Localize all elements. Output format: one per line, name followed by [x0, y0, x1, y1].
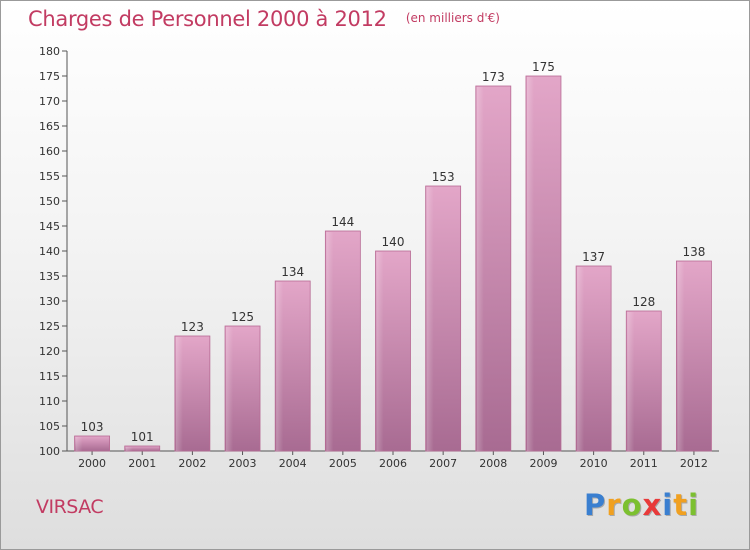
bar-value-label: 173 [482, 70, 505, 84]
bar-highlight [326, 232, 334, 451]
x-tick-label: 2006 [379, 457, 407, 470]
bar-highlight [175, 337, 183, 451]
bar-highlight [276, 282, 284, 451]
chart-unit-label: (en milliers d'€) [405, 11, 500, 25]
x-tick-label: 2005 [329, 457, 357, 470]
logo-letter: o [621, 488, 643, 522]
y-tick-label: 135 [39, 270, 60, 283]
y-tick-label: 100 [39, 445, 60, 458]
bar-value-label: 103 [81, 420, 104, 434]
bar-highlight [476, 87, 484, 451]
bar-highlight [627, 312, 635, 451]
logo-letter: P [584, 488, 607, 522]
y-tick-label: 115 [39, 370, 60, 383]
bar-value-label: 175 [532, 60, 555, 74]
y-tick-label: 150 [39, 195, 60, 208]
x-tick-label: 2007 [429, 457, 457, 470]
y-tick-label: 175 [39, 70, 60, 83]
bar-highlight [75, 437, 83, 451]
y-tick-label: 130 [39, 295, 60, 308]
bar-highlight [526, 77, 534, 451]
bar-value-label: 101 [131, 430, 154, 444]
logo-letter: t [673, 488, 689, 522]
logo-letter: r [606, 488, 622, 522]
bar-value-label: 128 [632, 295, 655, 309]
y-tick-label: 145 [39, 220, 60, 233]
y-tick-label: 160 [39, 145, 60, 158]
labels: 103 2000 101 2001 123 2002 125 2003 134 2004 144 20… [78, 60, 708, 470]
y-tick-label: 105 [39, 420, 60, 433]
bar-value-label: 140 [382, 235, 405, 249]
x-tick-label: 2012 [680, 457, 708, 470]
commune-name: VIRSAC [36, 496, 104, 518]
y-tick-label: 180 [39, 45, 60, 58]
y-tick-label: 110 [39, 395, 60, 408]
bar-highlight [226, 327, 234, 451]
bar-highlight [376, 252, 384, 451]
y-tick-label: 170 [39, 95, 60, 108]
bar-value-label: 123 [181, 320, 204, 334]
x-tick-label: 2011 [630, 457, 658, 470]
x-tick-label: 2009 [529, 457, 557, 470]
bar-highlight [426, 187, 434, 451]
y-tick-label: 140 [39, 245, 60, 258]
logo-letter: i [662, 488, 674, 522]
x-tick-label: 2004 [279, 457, 307, 470]
bar [124, 445, 161, 452]
y-tick-label: 155 [39, 170, 60, 183]
x-tick-label: 2001 [128, 457, 156, 470]
x-tick-label: 2000 [78, 457, 106, 470]
x-tick-label: 2008 [479, 457, 507, 470]
proxiti-logo: Proxiti [584, 488, 699, 522]
bar-value-label: 144 [331, 215, 354, 229]
bar-highlight [677, 262, 685, 451]
bar-highlight [577, 267, 585, 451]
bar-value-label: 134 [281, 265, 304, 279]
bar-value-label: 125 [231, 310, 254, 324]
bar [74, 435, 110, 452]
x-tick-label: 2010 [580, 457, 608, 470]
y-tick-label: 125 [39, 320, 60, 333]
title-row: Charges de Personnel 2000 à 2012 (en mil… [28, 7, 500, 31]
bar-value-label: 153 [432, 170, 455, 184]
x-tick-label: 2003 [229, 457, 257, 470]
y-tick-label: 120 [39, 345, 60, 358]
bars [74, 75, 712, 452]
y-tick-label: 165 [39, 120, 60, 133]
logo-letter: x [642, 488, 663, 522]
bar-highlight [125, 447, 133, 451]
bar-value-label: 137 [582, 250, 605, 264]
logo-letter: i [688, 488, 700, 522]
bar-value-label: 138 [682, 245, 705, 259]
axes: 100 105 110 115 120 125 130 135 140 145 150 155 160 1… [39, 45, 719, 458]
x-tick-label: 2002 [178, 457, 206, 470]
chart-title: Charges de Personnel 2000 à 2012 [28, 7, 387, 31]
